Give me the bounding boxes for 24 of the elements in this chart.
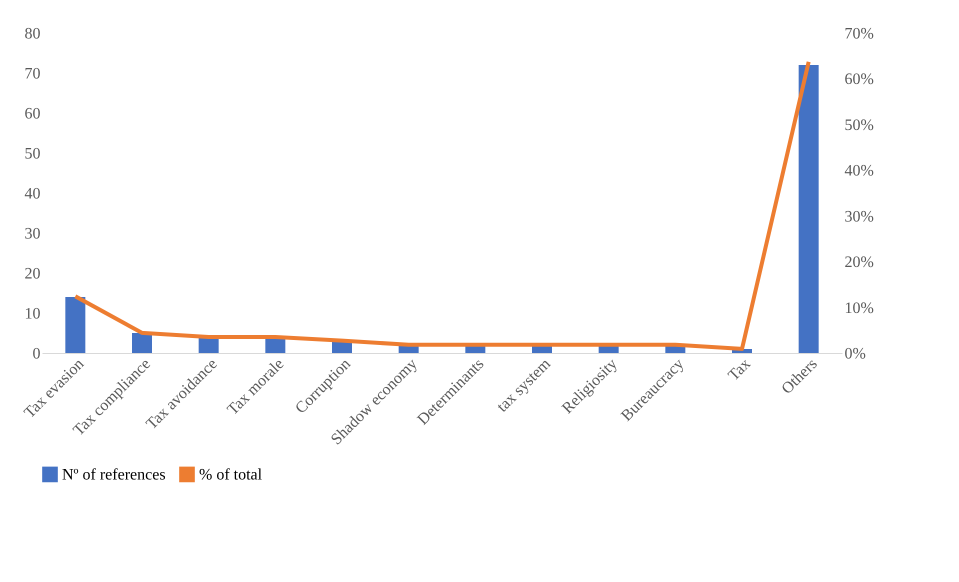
legend-label: % of total: [199, 466, 263, 484]
bar: [132, 333, 152, 353]
y-tick-label: 0: [32, 346, 40, 362]
y2-tick-label: 50%: [844, 116, 874, 134]
y-tick-label: 40: [24, 186, 40, 202]
y2-tick-label: 0%: [844, 346, 866, 362]
y2-tick-label: 40%: [844, 162, 874, 180]
bar: [798, 65, 819, 353]
y2-tick-label: 20%: [844, 254, 874, 272]
y-tick-label: 60: [24, 106, 40, 122]
bar: [65, 297, 86, 353]
x-tick-label: Tax: [725, 356, 754, 384]
y-tick-label: 20: [24, 266, 40, 282]
y-tick-label: 70: [24, 66, 40, 82]
legend-label: Nº of references: [62, 466, 166, 484]
y-tick-label: 30: [24, 226, 40, 242]
y2-tick-label: 60%: [844, 71, 874, 88]
y2-tick-label: 10%: [844, 300, 874, 317]
line-series: [73, 60, 811, 351]
y2-tick-label: 30%: [844, 208, 874, 226]
y-tick-label: 50: [24, 146, 40, 162]
y-tick-label: 10: [24, 306, 40, 322]
y-tick-label: 80: [24, 26, 40, 42]
y2-tick-label: 70%: [844, 26, 874, 42]
